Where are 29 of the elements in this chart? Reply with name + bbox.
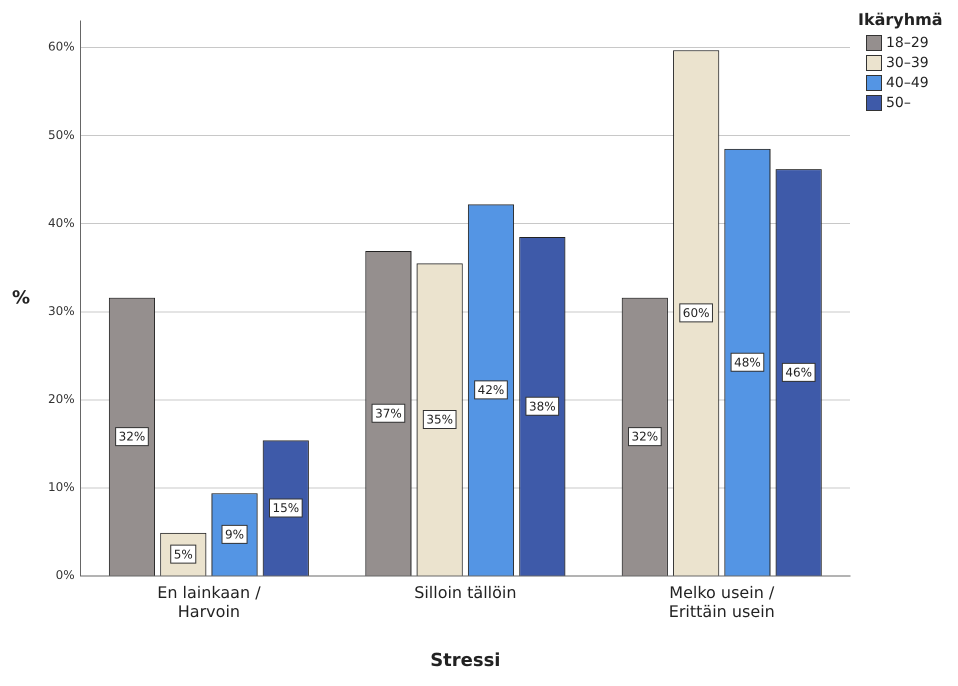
data-label: 9% bbox=[225, 527, 244, 542]
y-tick-label: 20% bbox=[48, 392, 75, 406]
data-label: 37% bbox=[375, 406, 402, 420]
y-tick-label: 0% bbox=[56, 568, 75, 582]
y-tick-label: 10% bbox=[48, 480, 75, 494]
y-tick-label: 50% bbox=[48, 128, 75, 142]
y-axis-title: % bbox=[12, 287, 30, 308]
data-label: 48% bbox=[734, 355, 761, 370]
x-tick-label: Melko usein / Erittäin usein bbox=[668, 582, 775, 621]
legend-label: 40–49 bbox=[886, 74, 929, 93]
y-tick-label: 40% bbox=[48, 216, 75, 230]
data-label: 5% bbox=[174, 547, 193, 562]
data-label: 46% bbox=[785, 365, 812, 380]
legend-title: Ikäryhmä bbox=[858, 10, 943, 29]
y-tick-label: 60% bbox=[48, 40, 75, 54]
data-label: 32% bbox=[632, 430, 658, 444]
data-label: 42% bbox=[478, 383, 504, 398]
legend-label: 50– bbox=[886, 94, 911, 113]
data-label: 38% bbox=[528, 399, 556, 414]
data-label: 32% bbox=[118, 430, 146, 444]
legend-label: 18–29 bbox=[886, 34, 929, 53]
data-label: 60% bbox=[682, 306, 710, 320]
x-axis-title: Stressi bbox=[430, 650, 500, 671]
data-label: 15% bbox=[272, 501, 300, 516]
x-tick-label: En lainkaan / Harvoin bbox=[157, 582, 262, 621]
x-tick-label: Silloin tällöin bbox=[414, 582, 516, 602]
data-label: 35% bbox=[426, 412, 454, 427]
y-tick-label: 30% bbox=[48, 304, 75, 318]
legend-label: 30–39 bbox=[886, 54, 929, 73]
